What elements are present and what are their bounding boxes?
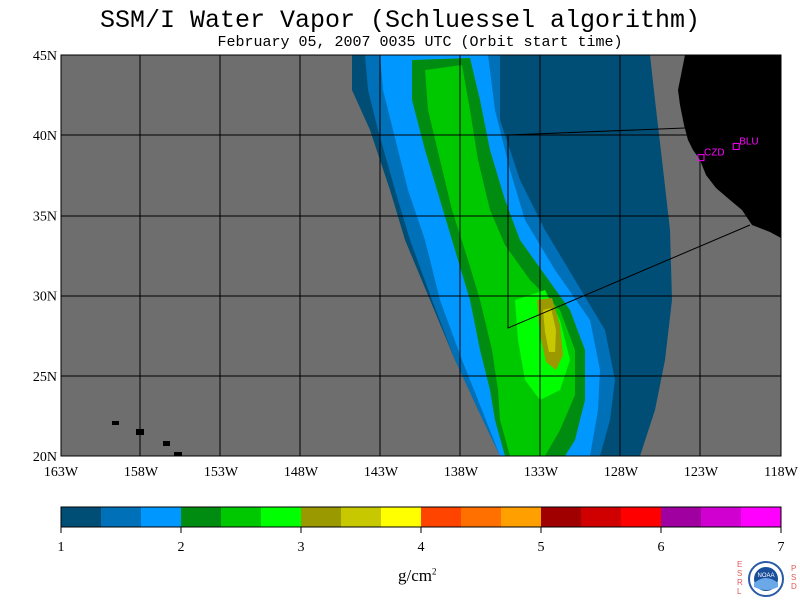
station-label: CZD [704, 148, 725, 159]
lon-label: 153W [204, 465, 239, 480]
colorbar-swatch [421, 507, 462, 527]
colorbar-swatch [221, 507, 262, 527]
vapor-swath [352, 55, 672, 456]
colorbar-swatch [181, 507, 222, 527]
noaa-logo-wave [754, 578, 778, 590]
lat-label: 25N [33, 370, 57, 385]
colorbar-swatch [661, 507, 702, 527]
grid-lines [61, 55, 781, 456]
logo-letter: L [737, 587, 742, 596]
noaa-logo-text: NOAA [757, 573, 774, 579]
colorbar-swatch [581, 507, 622, 527]
lat-label: 30N [33, 290, 57, 305]
map-subtitle: February 05, 2007 0035 UTC (Orbit start … [217, 34, 623, 51]
colorbar-swatch [301, 507, 342, 527]
colorbar-swatch [741, 507, 782, 527]
longitude-labels: 163W 158W 153W 148W 143W 138W 133W 128W 123W 118W [44, 465, 799, 480]
swath-band-yellow-dark [543, 308, 556, 352]
colorbar-swatch [141, 507, 182, 527]
colorbar-swatch [541, 507, 582, 527]
colorbar-tick-label: 3 [298, 540, 305, 555]
logo-letter: P [791, 564, 796, 573]
colorbar-tick-label: 7 [778, 540, 785, 555]
colorbar-swatch [341, 507, 382, 527]
lon-label: 123W [684, 465, 719, 480]
colorbar: 1 2 3 4 5 6 7 [58, 506, 785, 555]
colorbar-swatch [261, 507, 302, 527]
colorbar-swatch [61, 507, 102, 527]
station-marker [732, 142, 740, 150]
colorbar-swatch [701, 507, 742, 527]
colorbar-unit: g/cm2 [398, 566, 437, 586]
north-america-coast [678, 55, 781, 238]
latitude-labels: 45N 40N 35N 30N 25N 20N [33, 49, 57, 465]
map-frame [60, 54, 782, 457]
colorbar-swatch [621, 507, 662, 527]
lon-label: 133W [524, 465, 559, 480]
colorbar-swatch [461, 507, 502, 527]
logo-letter: S [737, 569, 742, 578]
lon-label: 158W [124, 465, 159, 480]
lon-label: 118W [764, 465, 798, 480]
lon-label: 128W [604, 465, 639, 480]
lon-label: 148W [284, 465, 319, 480]
station-label: BLU [739, 136, 758, 147]
station-marker [697, 154, 705, 162]
lon-label: 163W [44, 465, 79, 480]
lon-label: 143W [364, 465, 399, 480]
colorbar-swatch [501, 507, 542, 527]
colorbar-tick-label: 2 [178, 540, 185, 555]
station-markers: CZD BLU [697, 136, 759, 162]
lat-label: 45N [33, 49, 57, 64]
unit-text: g/cm [398, 566, 432, 585]
colorbar-tick-label: 4 [418, 540, 425, 555]
lat-label: 35N [33, 209, 57, 224]
logo-letter: D [791, 582, 797, 591]
colorbar-tick-label: 6 [658, 540, 665, 555]
region-outline [507, 127, 751, 329]
colorbar-tick-label: 1 [58, 540, 65, 555]
logo-letter: S [791, 573, 796, 582]
map-title: SSM/I Water Vapor (Schluessel algorithm) [99, 6, 701, 35]
logo-letter: E [737, 560, 742, 569]
colorbar-swatch [381, 507, 422, 527]
colorbar-tick-label: 5 [538, 540, 545, 555]
lat-label: 40N [33, 129, 57, 144]
lat-label: 20N [33, 450, 57, 465]
logo-letter: R [737, 578, 743, 587]
lon-label: 138W [444, 465, 479, 480]
colorbar-swatch [101, 507, 142, 527]
unit-exponent: 2 [432, 566, 437, 577]
